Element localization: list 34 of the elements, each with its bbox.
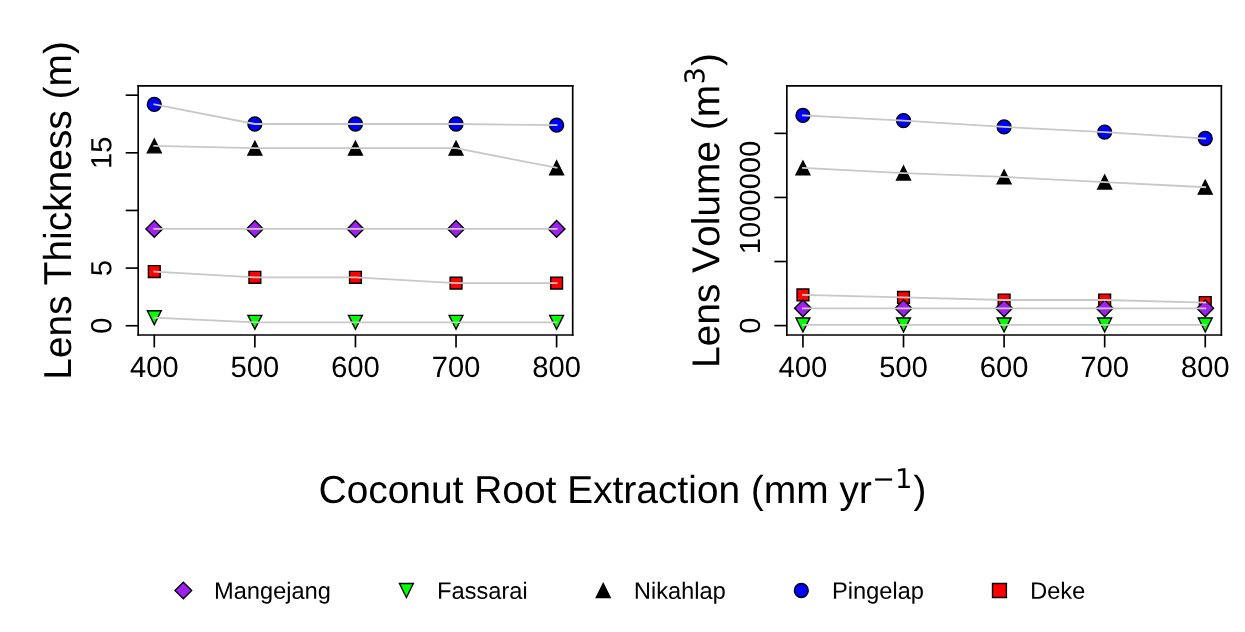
x-tick-label: 600 bbox=[332, 356, 379, 378]
y-tick-label: 1000000 bbox=[739, 141, 761, 252]
x-tick-label: 800 bbox=[1182, 356, 1229, 378]
x-axis-title: Coconut Root Extraction (mm yr$^{−1}$) bbox=[320, 468, 924, 512]
point bbox=[146, 310, 162, 326]
y-axis-title: Lens Volume (m$^{3}$) bbox=[684, 55, 728, 365]
y-tick-label: 15 bbox=[91, 137, 112, 167]
legend-label: Deke bbox=[1032, 581, 1085, 599]
point bbox=[795, 160, 811, 176]
point bbox=[147, 264, 161, 279]
y-tick-label: 0 bbox=[739, 318, 761, 333]
point bbox=[1197, 179, 1213, 195]
x-tick-label: 400 bbox=[130, 356, 178, 378]
point bbox=[795, 317, 811, 333]
y-tick-label: 5 bbox=[91, 261, 112, 276]
legend-label: Nikahlap bbox=[635, 581, 725, 604]
legend-label: Mangejang bbox=[215, 581, 330, 604]
x-tick-label: 600 bbox=[981, 356, 1028, 378]
point bbox=[795, 107, 811, 124]
x-tick-label: 700 bbox=[433, 356, 480, 378]
x-tick-label: 800 bbox=[533, 356, 580, 378]
y-axis-title: Lens Thickness (m) bbox=[42, 43, 80, 377]
point bbox=[548, 314, 565, 330]
y-tick-label: 0 bbox=[90, 318, 112, 333]
legend-label: Fassarai bbox=[439, 581, 527, 599]
x-tick-label: 700 bbox=[1081, 356, 1128, 378]
point bbox=[146, 96, 162, 113]
point bbox=[550, 276, 564, 290]
x-tick-label: 500 bbox=[231, 356, 279, 378]
point bbox=[1197, 317, 1213, 333]
point bbox=[146, 138, 162, 154]
x-tick-label: 500 bbox=[880, 356, 927, 378]
x-tick-label: 400 bbox=[779, 356, 827, 378]
legend-label: Pingelap bbox=[833, 581, 923, 604]
